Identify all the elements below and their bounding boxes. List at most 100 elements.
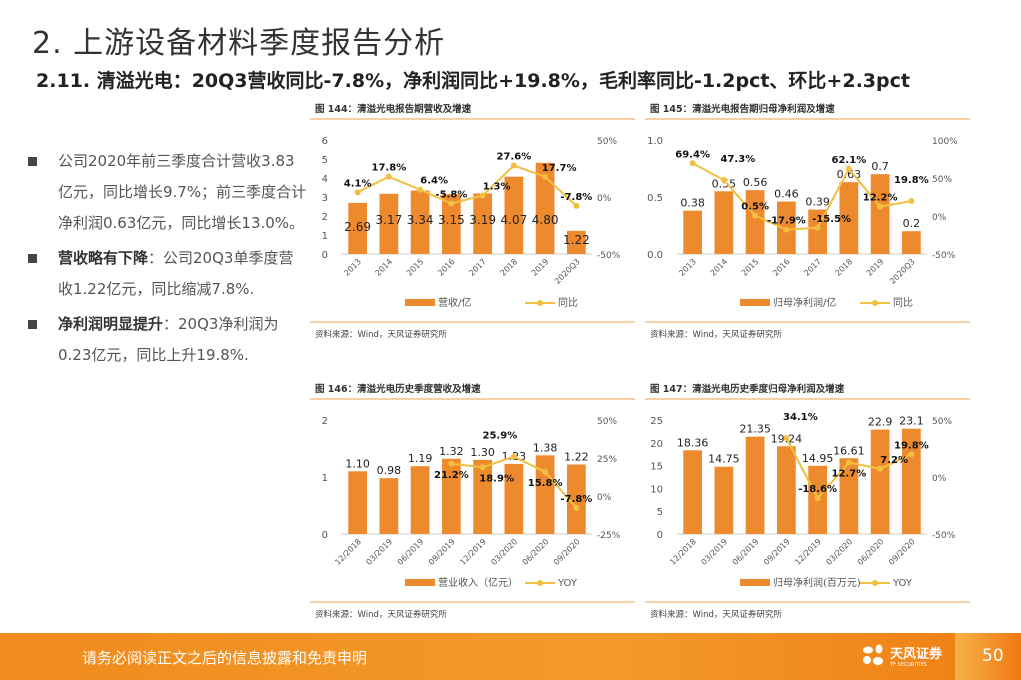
bar-value-label: 16.61 xyxy=(833,444,865,457)
bullet-text: ：公司20Q3单季度营收1.22亿元，同比缩减7.8%. xyxy=(58,249,294,298)
bar-value-label: 3.19 xyxy=(469,213,496,227)
yoy-point xyxy=(510,453,517,460)
chart-title: 图 146：清溢光电历史季度营收及增速 xyxy=(315,383,481,395)
bullet-item: 公司2020年前三季度合计营收3.83亿元，同比增长9.7%；前三季度合计净利润… xyxy=(28,146,308,239)
y2-axis-tick-label: 0% xyxy=(597,194,612,204)
logo-text: 天风证券 xyxy=(890,647,943,662)
yoy-value-label: 62.1% xyxy=(832,155,867,166)
bar xyxy=(535,162,555,254)
chart-title: 图 145：清溢光电报告期归母净利润及增速 xyxy=(650,103,835,115)
y-axis-tick-label: 0 xyxy=(322,530,328,541)
bar xyxy=(348,471,367,534)
yoy-point xyxy=(479,192,486,199)
bullet-heading: 净利润明显提升 xyxy=(58,315,164,333)
x-axis-tick-label: 06/2020 xyxy=(521,537,551,567)
legend-line-marker xyxy=(872,580,878,586)
chart-fig146: 图 146：清溢光电历史季度营收及增速 0 1 2 -25% 0% 25% 50% 1.10 12… xyxy=(310,380,640,625)
legend-bar-label: 营收/亿 xyxy=(438,296,471,309)
yoy-point xyxy=(814,495,821,502)
bar xyxy=(442,194,461,254)
y2-axis-tick-label: 50% xyxy=(597,137,617,147)
x-axis-tick-label: 2020Q3 xyxy=(888,257,917,286)
bar xyxy=(379,478,399,534)
yoy-point xyxy=(573,202,580,209)
yoy-value-label: 18.9% xyxy=(479,473,514,484)
bar xyxy=(870,174,890,254)
bar-value-label: 18.36 xyxy=(677,436,709,449)
yoy-value-label: 1.3% xyxy=(483,182,511,193)
section-subtitle: 2.11. 清溢光电：20Q3营收同比-7.8%，净利润同比+19.8%，毛利率… xyxy=(36,70,910,92)
bar xyxy=(902,428,921,534)
bar-value-label: 2.69 xyxy=(344,220,371,234)
bar xyxy=(683,210,702,254)
bar xyxy=(504,176,524,254)
yoy-value-label: -7.8% xyxy=(560,494,592,505)
bar-value-label: 21.35 xyxy=(739,423,771,436)
y-axis-tick-label: 15 xyxy=(650,462,663,473)
yoy-point xyxy=(354,189,361,196)
x-axis-tick-label: 2017 xyxy=(802,257,823,278)
bullet-square-icon xyxy=(28,157,37,166)
bar-value-label: 1.22 xyxy=(564,450,589,463)
bar xyxy=(442,458,461,534)
yoy-point xyxy=(783,435,790,442)
bar xyxy=(379,193,399,254)
x-axis-tick-label: 2015 xyxy=(405,257,426,278)
legend-line-label: 同比 xyxy=(893,297,913,309)
bar xyxy=(839,458,859,534)
y-axis-tick-label: 1 xyxy=(322,231,328,242)
yoy-point xyxy=(877,203,884,210)
yoy-value-label: 47.3% xyxy=(721,154,756,165)
yoy-point xyxy=(510,162,517,169)
bullet-item: 营收略有下降：公司20Q3单季度营收1.22亿元，同比缩减7.8%. xyxy=(28,243,308,305)
footer-bar: 请务必阅读正文之后的信息披露和免责申明 天风证券 TF SECURITIES 5… xyxy=(0,633,1021,680)
bar-value-label: 0.46 xyxy=(774,188,799,201)
yoy-point xyxy=(542,468,549,475)
y2-axis-tick-label: 25% xyxy=(597,455,617,465)
bar xyxy=(745,190,765,254)
yoy-point xyxy=(448,200,455,207)
yoy-value-label: 17.8% xyxy=(372,163,407,174)
bar xyxy=(902,231,921,254)
yoy-point xyxy=(573,504,580,511)
legend-bar-swatch xyxy=(740,299,770,306)
yoy-value-label: 4.1% xyxy=(344,178,372,189)
y2-axis-tick-label: 100% xyxy=(932,137,958,147)
x-axis-tick-label: 2019 xyxy=(865,257,886,278)
y-axis-tick-label: 1.0 xyxy=(647,136,663,147)
yoy-value-label: 7.2% xyxy=(880,455,908,466)
yoy-point xyxy=(385,173,392,180)
x-axis-tick-label: 2020Q3 xyxy=(553,257,582,286)
yoy-value-label: -5.8% xyxy=(435,190,467,201)
y2-axis-tick-label: -50% xyxy=(932,531,956,541)
legend-bar-label: 归母净利润/亿 xyxy=(773,296,836,309)
y2-axis-tick-label: 0% xyxy=(932,213,947,223)
y2-axis-tick-label: -50% xyxy=(597,251,621,261)
chart-svg: 图 147：清溢光电历史季度归母净利润及增速 0 5 10 15 20 25 -50% 0% 50… xyxy=(645,383,970,620)
x-axis-tick-label: 12/2019 xyxy=(458,537,488,567)
y-axis-tick-label: 2 xyxy=(322,416,328,427)
bar-value-label: 3.17 xyxy=(376,213,403,227)
x-axis-tick-label: 03/2020 xyxy=(824,537,854,567)
y-axis-tick-label: 0 xyxy=(322,250,328,261)
yoy-point xyxy=(448,460,455,467)
bar-value-label: 22.9 xyxy=(868,416,893,429)
yoy-value-label: 21.2% xyxy=(434,470,469,481)
bar-value-label: 14.75 xyxy=(708,453,740,466)
bar-value-label: 1.32 xyxy=(439,445,464,458)
bar xyxy=(777,446,796,534)
bar xyxy=(348,202,367,254)
bar xyxy=(410,466,430,534)
bar-value-label: 3.15 xyxy=(438,213,465,227)
x-axis-tick-label: 2016 xyxy=(436,257,457,278)
legend-line-label: YOY xyxy=(892,578,913,589)
x-axis-tick-label: 09/2020 xyxy=(552,537,582,567)
page-number: 50 xyxy=(982,646,1004,666)
chart-source: 资料来源：Wind，天风证券研究所 xyxy=(650,609,782,620)
bar-value-label: 0.98 xyxy=(377,464,402,477)
y2-axis-tick-label: -50% xyxy=(932,251,956,261)
flower-logo-icon xyxy=(863,644,883,665)
yoy-value-label: 27.6% xyxy=(497,152,532,163)
yoy-line xyxy=(692,162,912,231)
bar xyxy=(567,230,586,254)
